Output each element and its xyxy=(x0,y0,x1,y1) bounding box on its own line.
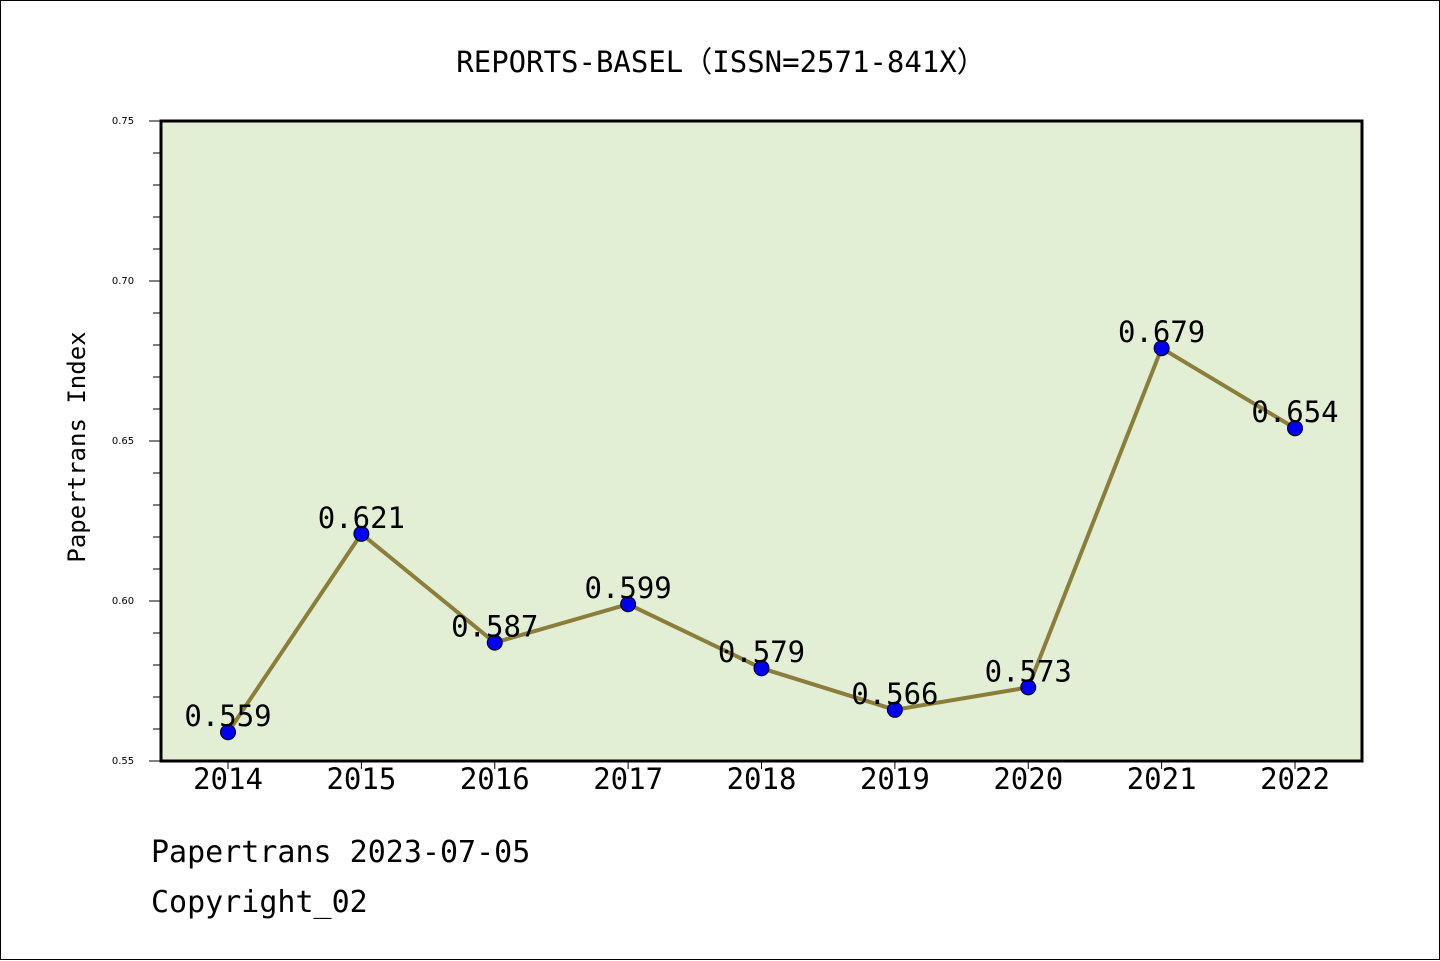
footer-date: Papertrans 2023-07-05 xyxy=(151,835,531,870)
data-point xyxy=(753,660,770,677)
chart-title: REPORTS-BASEL（ISSN=2571-841X） xyxy=(456,45,986,79)
data-label: 0.573 xyxy=(985,654,1072,688)
data-point xyxy=(1153,340,1170,357)
data-label: 0.599 xyxy=(584,571,671,605)
x-axis-ticks: 2014 2015 2016 2017 2018 2019 2020 2021 2022 xyxy=(193,761,1330,796)
y-tick-label: 0.65 xyxy=(112,436,134,447)
data-labels: 0.559 0.621 0.587 0.599 0.579 0.566 0.573 0.679… xyxy=(184,315,1338,733)
data-point xyxy=(1020,679,1037,696)
data-point xyxy=(1287,420,1303,437)
x-tick-label: 2021 xyxy=(1127,762,1197,796)
x-tick-label: 2017 xyxy=(593,762,663,796)
plot-frame xyxy=(159,119,1364,763)
plot-area xyxy=(161,121,1362,761)
y-axis-ticks: 0.55 0.60 0.65 0.70 0.75 xyxy=(112,116,161,767)
data-point xyxy=(886,701,903,718)
y-tick-label: 0.60 xyxy=(112,596,134,607)
data-label: 0.679 xyxy=(1118,315,1205,349)
y-tick-label: 0.55 xyxy=(112,756,134,767)
footer-copyright: Copyright_02 xyxy=(151,885,368,920)
data-label: 0.566 xyxy=(851,677,938,711)
x-tick-label: 2022 xyxy=(1260,762,1330,796)
x-tick-label: 2019 xyxy=(860,762,930,796)
x-tick-label: 2014 xyxy=(193,762,263,796)
x-tick-label: 2016 xyxy=(460,762,530,796)
y-tick-label: 0.75 xyxy=(112,116,134,127)
x-tick-label: 2020 xyxy=(993,762,1063,796)
y-axis-label: Papertrans Index xyxy=(63,331,91,562)
y-tick-label: 0.70 xyxy=(112,276,134,287)
data-point xyxy=(486,634,503,651)
data-point xyxy=(353,525,370,542)
data-label: 0.587 xyxy=(451,610,538,644)
data-label: 0.579 xyxy=(718,635,805,669)
data-points xyxy=(220,340,1303,741)
data-label: 0.621 xyxy=(318,501,405,535)
data-point xyxy=(220,724,236,741)
x-tick-label: 2015 xyxy=(326,762,396,796)
data-point xyxy=(620,596,637,613)
data-label: 0.559 xyxy=(184,699,271,733)
data-label: 0.654 xyxy=(1251,395,1338,429)
x-tick-label: 2018 xyxy=(727,762,797,796)
